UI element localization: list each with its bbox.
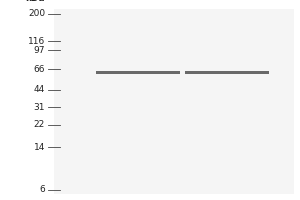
Bar [54, 9, 294, 194]
Text: 116: 116 [28, 37, 45, 46]
Text: 14: 14 [34, 143, 45, 152]
Bar [96, 71, 180, 74]
Text: 31: 31 [34, 103, 45, 112]
Text: 44: 44 [34, 85, 45, 94]
Text: 22: 22 [34, 120, 45, 129]
Text: kDa: kDa [26, 0, 45, 3]
Text: 200: 200 [28, 9, 45, 18]
Text: 6: 6 [39, 185, 45, 194]
Text: 97: 97 [34, 46, 45, 55]
Bar [185, 71, 269, 74]
Text: 66: 66 [34, 65, 45, 74]
